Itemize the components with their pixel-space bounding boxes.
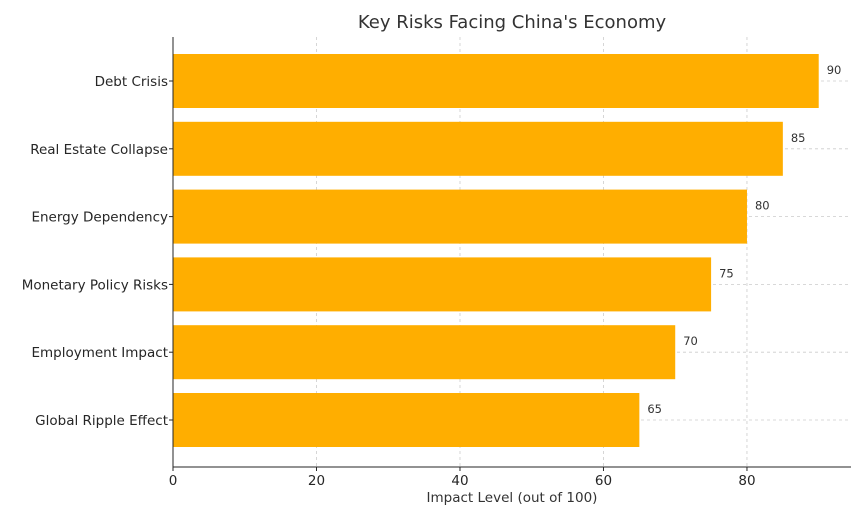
- category-label: Energy Dependency: [31, 210, 168, 226]
- x-tick-label: 80: [738, 473, 755, 489]
- axes: 0 20 40 60 80 Debt Crisis Real Estate Collapse…: [22, 37, 851, 489]
- bar: [173, 257, 712, 312]
- bar: [173, 325, 676, 380]
- bar: [173, 393, 640, 447]
- x-axis-label: Impact Level (out of 100): [427, 490, 598, 506]
- bar-value-label: 80: [755, 199, 770, 213]
- bars: 90 85 80 75 70 65: [173, 54, 841, 447]
- chart-title: Key Risks Facing China's Economy: [358, 12, 667, 33]
- category-label: Monetary Policy Risks: [22, 277, 168, 293]
- x-tick-label: 0: [169, 473, 178, 489]
- bar: [173, 189, 747, 244]
- bar-value-label: 90: [827, 63, 842, 77]
- x-tick-label: 20: [308, 473, 325, 489]
- category-label: Global Ripple Effect: [35, 413, 168, 429]
- category-label: Real Estate Collapse: [30, 142, 168, 158]
- bar-value-label: 85: [791, 131, 806, 145]
- bar-value-label: 70: [683, 334, 698, 348]
- bar: [173, 121, 783, 176]
- bar-value-label: 75: [719, 266, 734, 280]
- x-tick-label: 40: [451, 473, 468, 489]
- bar-value-label: 65: [647, 402, 662, 416]
- x-tick-label: 60: [595, 473, 612, 489]
- category-label: Employment Impact: [31, 345, 168, 361]
- category-label: Debt Crisis: [95, 74, 168, 90]
- bar: [173, 54, 819, 108]
